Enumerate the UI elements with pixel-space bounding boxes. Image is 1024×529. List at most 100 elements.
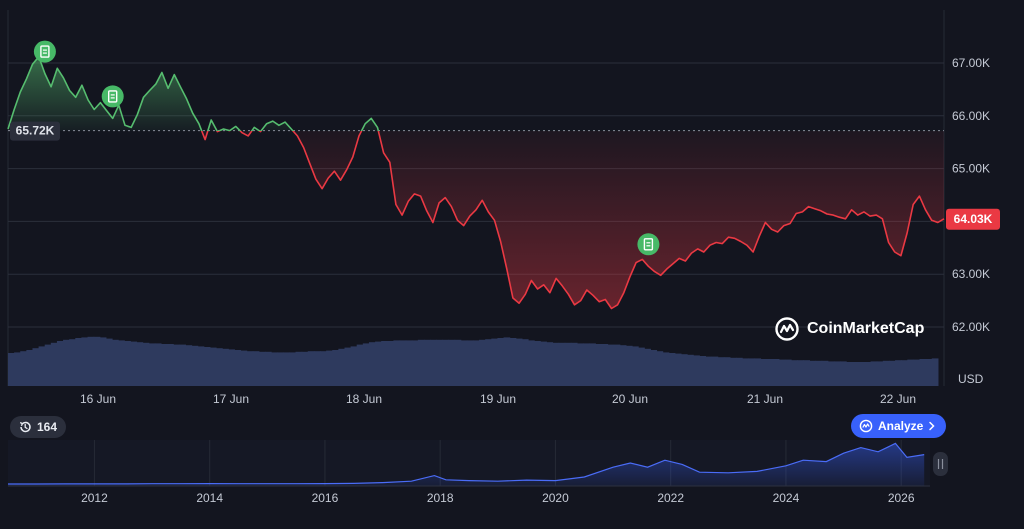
- volume-bar: [644, 348, 651, 386]
- volume-bar: [913, 359, 921, 386]
- volume-bar: [393, 340, 401, 386]
- volume-bar: [803, 360, 811, 386]
- x-tick-label: 20 Jun: [612, 392, 648, 406]
- volume-bar: [301, 351, 309, 386]
- baseline-label-bg: [10, 121, 60, 141]
- history-badge[interactable]: 164: [10, 416, 67, 438]
- volume-bar: [399, 340, 407, 386]
- volume-bar: [81, 337, 89, 386]
- news-icon[interactable]: [637, 233, 660, 256]
- volume-bar: [448, 339, 456, 386]
- volume-bar: [75, 338, 83, 386]
- volume-bar: [687, 354, 694, 386]
- volume-bar: [472, 340, 480, 386]
- volume-bar: [650, 350, 658, 386]
- news-icon-bg: [33, 40, 56, 63]
- volume-bar: [619, 345, 627, 386]
- volume-bar: [625, 345, 633, 386]
- volume-bar: [784, 359, 792, 386]
- navigator-handle[interactable]: [933, 452, 948, 476]
- volume-bar: [258, 351, 266, 386]
- volume-bar: [680, 354, 688, 386]
- volume-bar: [570, 342, 578, 386]
- volume-bar: [271, 352, 278, 386]
- volume-bar: [69, 339, 76, 386]
- volume-bar: [534, 341, 541, 386]
- volume-bar: [32, 348, 40, 386]
- volume-bar: [754, 358, 762, 386]
- volume-bar: [558, 342, 566, 386]
- volume-bar: [375, 341, 382, 386]
- news-icon[interactable]: [101, 85, 124, 108]
- news-icon-doc: [107, 90, 118, 103]
- volume-bar: [901, 360, 908, 386]
- volume-bar: [870, 361, 878, 386]
- volume-bar: [925, 359, 933, 386]
- volume-bar: [362, 343, 370, 386]
- y-tick-label: 66.00K: [952, 109, 990, 123]
- navigator-line: [8, 442, 925, 485]
- volume-bar: [289, 352, 297, 386]
- volume-bar: [497, 338, 505, 386]
- navigator-handle-bg: [933, 452, 948, 476]
- volume-bar: [93, 336, 101, 386]
- volume-bar: [479, 339, 486, 386]
- volume-bar: [313, 351, 321, 386]
- volume-bar: [154, 343, 162, 386]
- volume-bar: [63, 339, 70, 386]
- volume-bar: [283, 352, 291, 386]
- volume-bar: [674, 353, 682, 386]
- volume-bar: [240, 350, 248, 386]
- price-area-above-baseline: [8, 56, 944, 131]
- volume-bar: [411, 340, 419, 386]
- volume-bar: [228, 349, 235, 386]
- volume-bar: [748, 358, 755, 386]
- volume-bar: [503, 337, 511, 386]
- volume-bar: [521, 339, 529, 386]
- news-icon[interactable]: [33, 40, 56, 63]
- volume-bar: [760, 359, 768, 386]
- volume-bar: [736, 357, 743, 386]
- volume-bar: [130, 341, 138, 386]
- current-price-bg: [946, 208, 1000, 230]
- news-icon-bg: [101, 85, 124, 108]
- volume-bar: [338, 348, 346, 386]
- volume-bar: [809, 360, 817, 386]
- volume-bar: [368, 342, 376, 386]
- volume-bar: [38, 346, 46, 386]
- volume-bar: [821, 360, 829, 386]
- volume-bar: [595, 344, 603, 386]
- volume-bar: [246, 351, 254, 386]
- y-tick-label: 62.00K: [952, 320, 990, 334]
- volume-bar: [576, 343, 584, 386]
- volume-bar: [766, 359, 774, 386]
- volume-bar: [876, 361, 884, 386]
- current-price-text: 64.03K: [954, 212, 993, 226]
- volume-bar: [632, 346, 639, 386]
- volume-bar: [436, 339, 443, 386]
- volume-bar: [882, 360, 890, 386]
- volume-bar: [442, 339, 450, 386]
- volume-bar: [112, 339, 119, 386]
- volume-bar: [466, 340, 474, 386]
- x-tick-label: 19 Jun: [480, 392, 516, 406]
- volume-bar: [252, 351, 260, 386]
- volume-bar: [564, 342, 572, 386]
- volume-bar: [888, 360, 896, 386]
- navigator-x-tick-label: 2026: [888, 491, 915, 505]
- volume-bar: [742, 358, 749, 386]
- volume-bar: [160, 344, 168, 386]
- volume-bar: [264, 351, 272, 386]
- analyze-button[interactable]: Analyze: [851, 414, 947, 438]
- baseline-label-text: 65.72K: [16, 124, 55, 138]
- volume-bar: [552, 342, 560, 386]
- volume-bar: [26, 350, 34, 386]
- volume-bar: [509, 338, 517, 386]
- volume-bar: [350, 346, 358, 386]
- volume-bar: [209, 347, 217, 386]
- volume-bar: [656, 351, 664, 386]
- volume-bar: [840, 361, 847, 386]
- news-icon-doc: [40, 45, 50, 58]
